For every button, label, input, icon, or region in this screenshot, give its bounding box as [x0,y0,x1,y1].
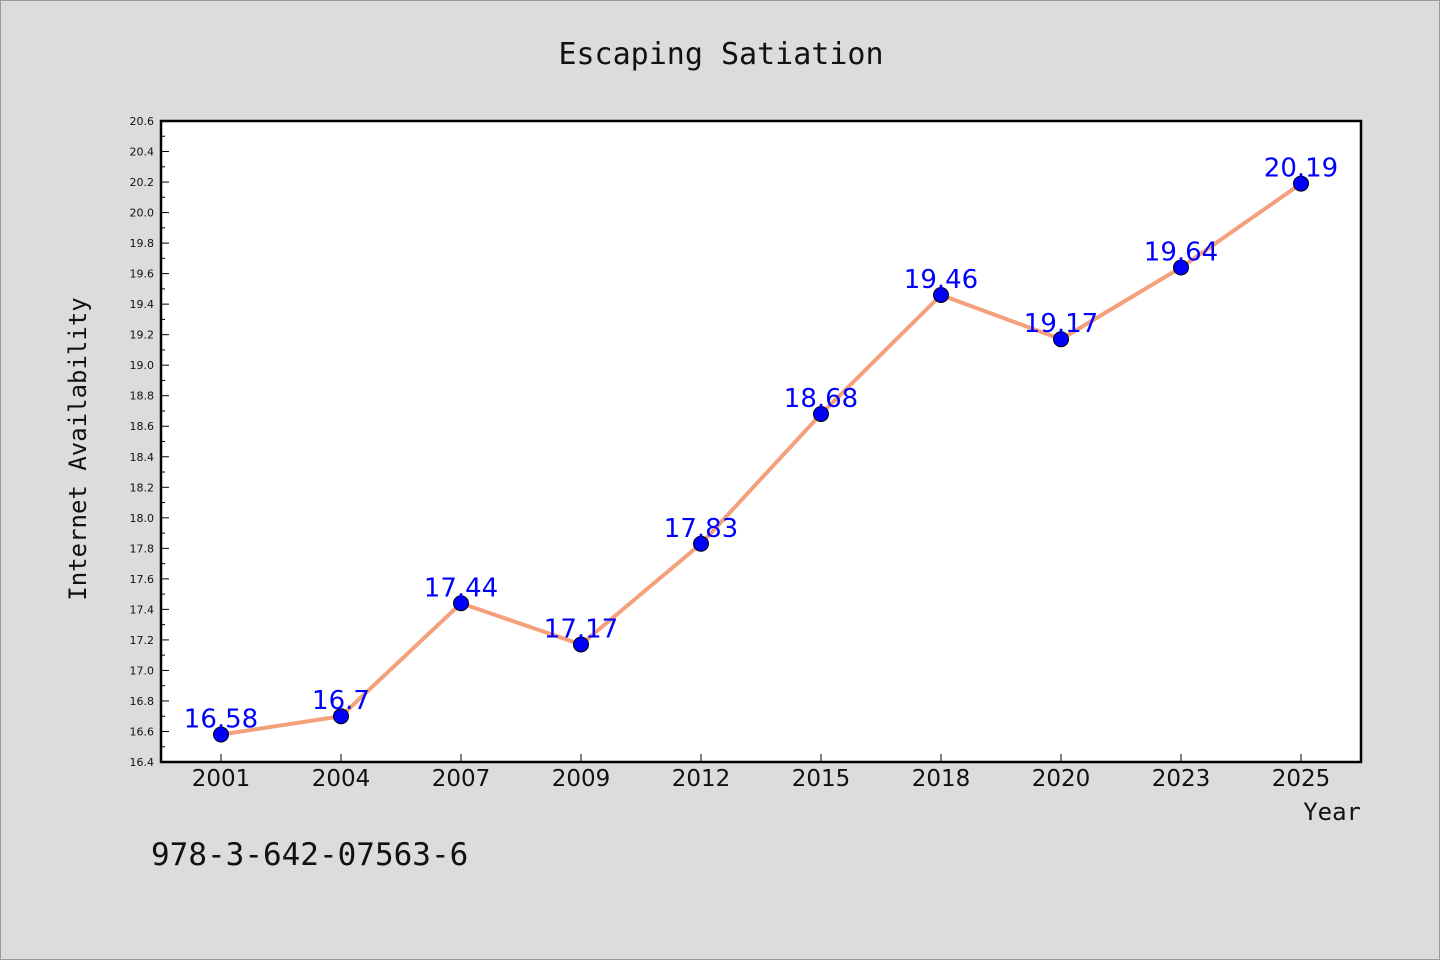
data-label: 20.19 [1264,154,1338,184]
y-tick-label: 17.0 [130,664,155,677]
y-tick-label: 17.6 [130,573,155,586]
y-tick-label: 19.0 [130,359,155,372]
data-label: 16.58 [184,705,258,735]
y-tick-label: 18.6 [130,420,155,433]
data-point [573,636,589,653]
data-label: 19.46 [904,265,978,295]
y-tick-label: 19.4 [130,298,155,311]
data-label: 17.17 [544,614,618,644]
x-tick-label: 2009 [552,766,611,792]
x-axis-label: Year [1303,798,1361,826]
y-tick-label: 19.8 [130,237,155,250]
data-point [1173,259,1189,276]
series-line [220,181,1303,737]
data-point [213,726,229,743]
data-point [693,535,709,552]
data-label: 16.7 [312,686,370,716]
y-axis-label: Internet Availability [64,297,92,600]
data-label: 17.83 [664,514,738,544]
data-label: 19.17 [1024,309,1098,339]
y-tick-label: 17.2 [130,634,155,647]
data-label: 19.64 [1144,238,1218,268]
y-tick-label: 16.6 [130,725,155,738]
x-axis: 2001 2004 2007 2009 2012 2015 2018 2020 2023 2025 [192,754,1331,792]
data-point [933,286,949,303]
isbn-footer: 978-3-642-07563-6 [151,837,468,873]
y-axis: 16.4 16.6 16.8 17.0 17.2 17.4 17.6 17.8 18.0 18.2… [130,115,169,769]
y-tick-label: 20.6 [130,115,155,128]
y-tick-label: 20.2 [130,176,155,189]
y-tick-label: 20.4 [130,146,155,159]
data-point [333,708,349,725]
data-point [1053,331,1069,348]
data-point [1293,175,1309,192]
x-tick-label: 2004 [312,766,371,792]
data-label: 18.68 [784,384,858,414]
y-tick-label: 16.8 [130,695,155,708]
data-label-layer: 16.58 16.7 17.44 17.17 17.83 18.68 19.46 19.17 1… [184,154,1338,735]
series-layer [213,175,1309,743]
x-tick-label: 2023 [1152,766,1211,792]
data-point [813,406,829,423]
chart-title: Escaping Satiation [558,37,883,72]
x-tick-label: 2025 [1272,766,1331,792]
data-point [453,595,469,612]
plot-area [159,119,1363,764]
y-tick-label: 19.2 [130,329,155,342]
x-tick-label: 2007 [432,766,491,792]
y-tick-label: 16.4 [130,756,155,769]
x-tick-label: 2018 [912,766,971,792]
y-tick-label: 18.8 [130,390,155,403]
x-tick-label: 2012 [672,766,731,792]
data-label: 17.44 [424,573,498,603]
y-tick-label: 19.6 [130,268,155,281]
y-tick-label: 17.4 [130,603,155,616]
x-tick-label: 2020 [1032,766,1091,792]
y-tick-label: 17.8 [130,542,155,555]
y-tick-label: 18.4 [130,451,155,464]
x-tick-label: 2015 [792,766,851,792]
y-tick-label: 18.2 [130,481,155,494]
x-tick-label: 2001 [192,766,251,792]
y-tick-label: 20.0 [130,207,155,220]
y-tick-label: 18.0 [130,512,155,525]
